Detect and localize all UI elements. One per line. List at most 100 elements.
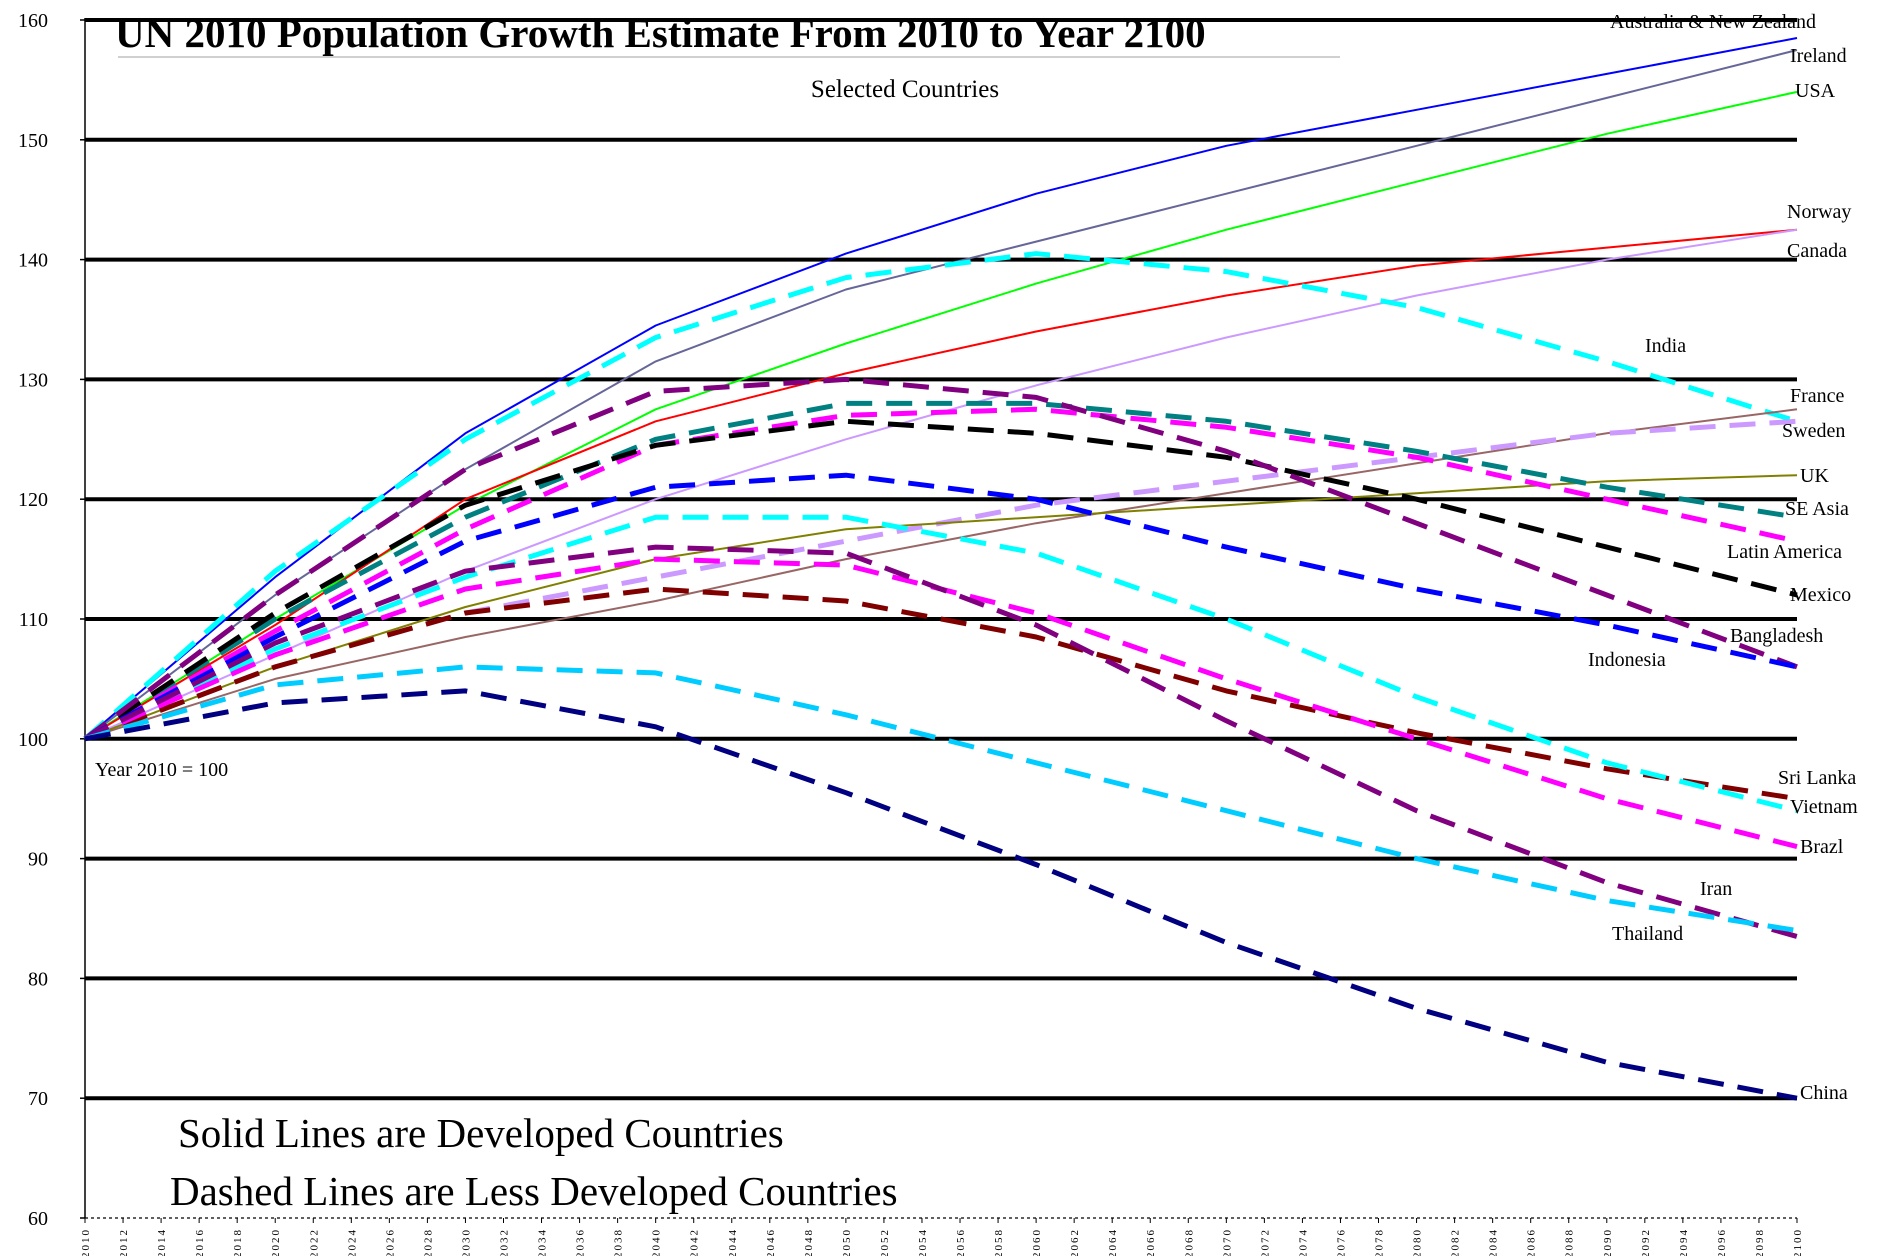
y-tick-label: 160 — [18, 10, 48, 32]
series-label-iran: Iran — [1700, 878, 1732, 900]
series-label-india: India — [1645, 335, 1686, 357]
y-tick-label: 150 — [18, 130, 48, 152]
series-line-se-asia — [83, 400, 1798, 741]
series-label-sweden: Sweden — [1782, 420, 1845, 442]
series-label-usa: USA — [1795, 80, 1836, 102]
series-label-uk: UK — [1800, 465, 1829, 487]
series-label-china: China — [1800, 1082, 1848, 1104]
x-tick-label: 2014 — [156, 1228, 168, 1256]
series-label-brazl: Brazl — [1800, 836, 1844, 858]
x-tick-label: 2020 — [270, 1228, 282, 1256]
x-tick-label: 2096 — [1716, 1228, 1728, 1256]
y-tick-label: 110 — [19, 609, 48, 631]
series-line-sri-lanka — [84, 586, 1798, 802]
x-tick-label: 2024 — [346, 1228, 358, 1256]
x-tick-label: 2038 — [613, 1228, 625, 1256]
x-tick-label: 2062 — [1069, 1228, 1081, 1256]
x-tick-label: 2044 — [727, 1228, 739, 1256]
series-label-thailand: Thailand — [1612, 923, 1683, 945]
x-tick-label: 2094 — [1678, 1228, 1690, 1256]
x-tick-label: 2078 — [1374, 1228, 1386, 1256]
series-label-se-asia: SE Asia — [1785, 498, 1849, 520]
series-label-latin-america: Latin America — [1727, 541, 1842, 563]
x-tick-label: 2086 — [1526, 1228, 1538, 1256]
series-line-bangladesh — [83, 376, 1798, 741]
x-tick-label: 2036 — [575, 1228, 587, 1256]
x-tick-label: 2098 — [1754, 1228, 1766, 1256]
series-line-australia-new-zealand — [84, 37, 1798, 740]
x-tick-label: 2100 — [1792, 1228, 1804, 1256]
chart-subtitle: Selected Countries — [811, 76, 999, 103]
x-tick-label: 2064 — [1107, 1228, 1119, 1256]
x-tick-label: 2072 — [1259, 1228, 1271, 1256]
x-tick-label: 2056 — [955, 1228, 967, 1256]
series-label-bangladesh: Bangladesh — [1730, 625, 1823, 647]
x-tick-label: 2034 — [537, 1228, 549, 1256]
series-label-mexico: Mexico — [1790, 584, 1851, 606]
series-label-indonesia: Indonesia — [1588, 649, 1666, 671]
series-label-norway: Norway — [1787, 201, 1851, 223]
y-tick-label: 60 — [28, 1208, 48, 1230]
y-tick-label: 120 — [18, 489, 48, 511]
series-line-thailand — [84, 664, 1798, 933]
x-tick-label: 2052 — [879, 1228, 891, 1256]
x-axis: 2010 2012 2014 2016 2018 2020 2022 2024 2026 2028… — [80, 1217, 1804, 1256]
solid-lines-note: Solid Lines are Developed Countries — [178, 1110, 784, 1156]
series-label-france: France — [1790, 385, 1845, 407]
y-tick-label: 80 — [28, 968, 48, 990]
y-tick-label: 70 — [28, 1088, 48, 1110]
series-line-usa — [84, 90, 1798, 740]
x-tick-label: 2050 — [841, 1228, 853, 1256]
x-tick-label: 2028 — [422, 1228, 434, 1256]
x-tick-label: 2092 — [1640, 1228, 1652, 1256]
dashed-lines-note: Dashed Lines are Less Developed Countrie… — [170, 1168, 898, 1214]
y-axis: 60 70 80 90 100 110 120 130 140 150 160 — [18, 10, 86, 1230]
x-tick-label: 2058 — [993, 1228, 1005, 1256]
base-year-note: Year 2010 = 100 — [95, 759, 228, 781]
x-tick-label: 2074 — [1297, 1228, 1309, 1256]
x-tick-label: 2042 — [689, 1228, 701, 1256]
x-tick-label: 2018 — [232, 1228, 244, 1256]
x-tick-label: 2068 — [1183, 1228, 1195, 1256]
series-lines — [83, 37, 1798, 1101]
y-tick-label: 100 — [18, 729, 48, 751]
series-line-iran — [83, 544, 1798, 939]
x-tick-label: 2026 — [384, 1228, 396, 1256]
series-line-ireland — [84, 49, 1798, 740]
horizontal-gridlines — [85, 18, 1797, 1101]
x-tick-label: 2060 — [1031, 1228, 1043, 1256]
x-tick-label: 2090 — [1602, 1228, 1614, 1256]
y-tick-label: 130 — [18, 369, 48, 391]
x-tick-label: 2088 — [1564, 1228, 1576, 1256]
series-line-mexico — [83, 418, 1798, 741]
x-tick-label: 2012 — [118, 1228, 130, 1256]
x-tick-label: 2032 — [498, 1228, 510, 1256]
series-label-ireland: Ireland — [1790, 45, 1847, 67]
series-line-china — [84, 688, 1798, 1101]
x-tick-label: 2046 — [765, 1228, 777, 1256]
series-line-france — [84, 408, 1798, 740]
series-label-sri-lanka: Sri Lanka — [1778, 767, 1856, 789]
x-tick-label: 2066 — [1145, 1228, 1157, 1256]
x-tick-label: 2070 — [1221, 1228, 1233, 1256]
series-line-latin-america — [83, 406, 1798, 741]
y-tick-label: 90 — [28, 849, 48, 871]
x-tick-label: 2080 — [1412, 1228, 1424, 1256]
x-tick-label: 2016 — [194, 1228, 206, 1256]
series-line-india — [83, 251, 1798, 741]
chart-title: UN 2010 Population Growth Estimate From … — [115, 10, 1206, 56]
x-tick-label: 2054 — [917, 1228, 929, 1256]
series-label-australia-new-zealand: Australia & New Zealand — [1610, 11, 1816, 33]
series-label-vietnam: Vietnam — [1790, 796, 1858, 818]
x-tick-label: 2084 — [1488, 1228, 1500, 1256]
x-tick-label: 2082 — [1450, 1228, 1462, 1256]
series-line-norway — [84, 228, 1798, 740]
y-tick-label: 140 — [18, 250, 48, 272]
series-labels: Australia & New Zealand Ireland USA Norway C… — [1588, 11, 1858, 1104]
x-tick-label: 2040 — [651, 1228, 663, 1256]
x-tick-label: 2048 — [803, 1228, 815, 1256]
x-tick-label: 2022 — [308, 1228, 320, 1256]
series-line-indonesia — [83, 472, 1798, 742]
x-tick-label: 2076 — [1335, 1228, 1347, 1256]
series-line-vietnam — [83, 514, 1798, 814]
